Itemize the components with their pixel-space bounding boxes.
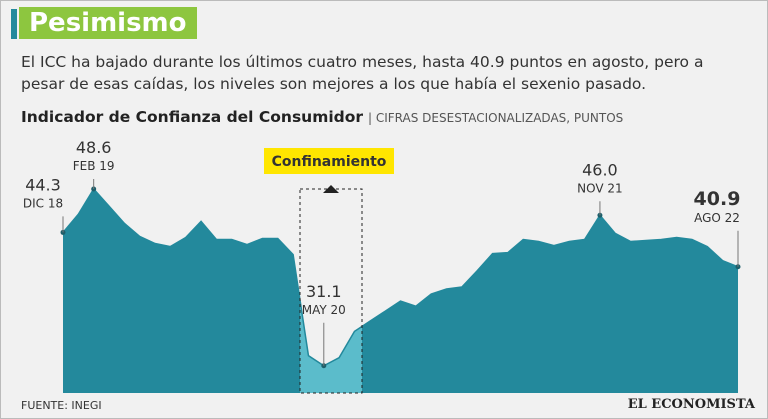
date-label: FEB 19 bbox=[73, 159, 115, 173]
area bbox=[63, 189, 738, 393]
annotation-arrow bbox=[323, 185, 339, 193]
date-label: AGO 22 bbox=[694, 211, 740, 225]
chart-subtitle: | CIFRAS DESESTACIONALIZADAS, PUNTOS bbox=[368, 111, 624, 125]
title-accent bbox=[11, 9, 17, 39]
value-label: 46.0 bbox=[582, 160, 618, 179]
date-label: MAY 20 bbox=[302, 303, 346, 317]
brand: EL ECONOMISTA bbox=[627, 397, 755, 412]
annotation-box bbox=[264, 148, 394, 174]
line bbox=[62, 187, 739, 367]
value-label: 31.1 bbox=[306, 282, 342, 301]
value-label: 44.3 bbox=[25, 175, 61, 194]
source: FUENTE: INEGI bbox=[21, 399, 102, 412]
chart-title: Indicador de Confianza del Consumidor bbox=[21, 108, 364, 126]
value-label: 40.9 bbox=[694, 188, 741, 210]
date-label: DIC 18 bbox=[23, 196, 63, 210]
description: El ICC ha bajado durante los últimos cua… bbox=[21, 53, 704, 93]
chart-heading: Indicador de Confianza del Consumidor | … bbox=[21, 108, 623, 126]
header-title: Pesimismo bbox=[19, 7, 197, 39]
date-label: NOV 21 bbox=[577, 181, 623, 195]
value-label: 48.6 bbox=[76, 138, 112, 157]
annotation: Confinamiento bbox=[272, 154, 387, 170]
